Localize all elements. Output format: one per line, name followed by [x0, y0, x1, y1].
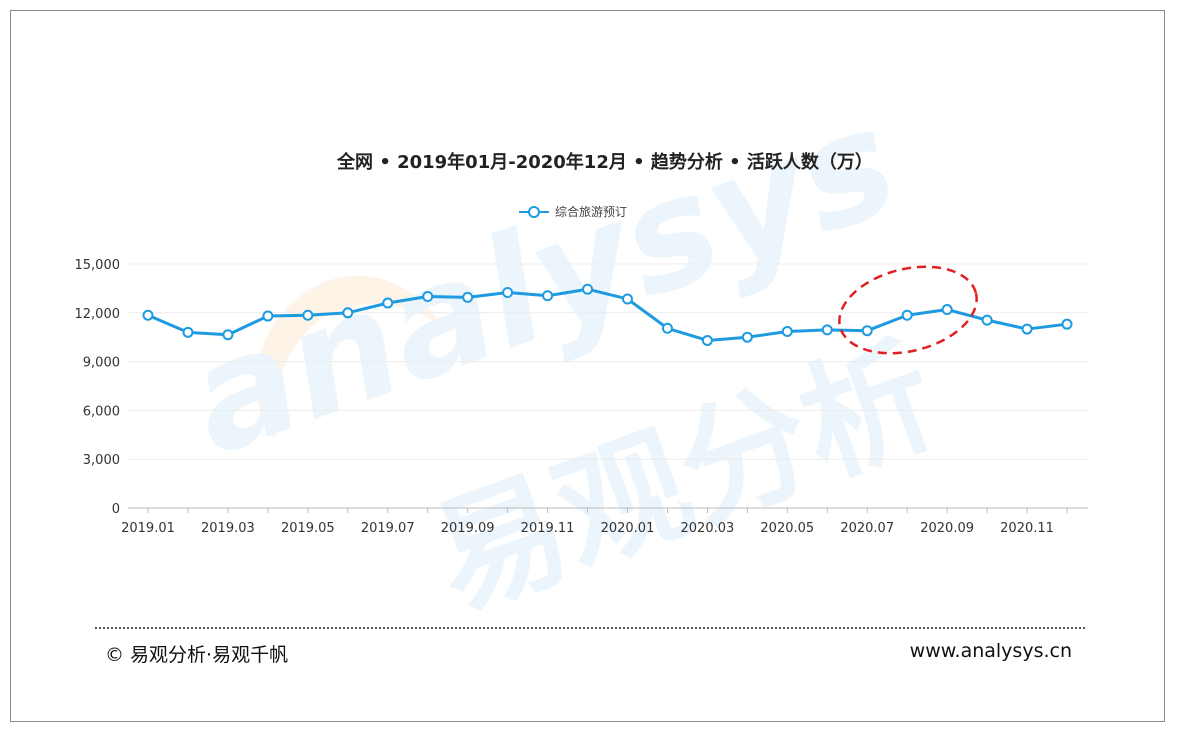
data-point[interactable]: [262, 310, 274, 322]
data-point[interactable]: [941, 304, 953, 316]
data-point[interactable]: [861, 325, 873, 337]
grid: [128, 263, 1088, 460]
data-point[interactable]: [1061, 318, 1073, 330]
chart-frame: [10, 10, 1165, 722]
x-tick-label: 2019.11: [521, 521, 575, 536]
x-tick-label: 2020.11: [1000, 521, 1054, 536]
data-point[interactable]: [981, 314, 993, 326]
y-axis: 0 3,000 6,000 9,000 12,000 15,000: [75, 258, 121, 517]
legend-label: 综合旅游预订: [555, 204, 627, 219]
data-point[interactable]: [222, 329, 234, 341]
x-tick-label: 2020.03: [681, 521, 735, 536]
data-point[interactable]: [302, 309, 314, 321]
data-point[interactable]: [502, 286, 514, 298]
footer-divider: [95, 627, 1085, 629]
data-point[interactable]: [701, 334, 713, 346]
series-line: [147, 287, 1068, 342]
data-point[interactable]: [1021, 323, 1033, 335]
y-tick-label: 3,000: [83, 453, 120, 468]
y-tick-label: 0: [112, 502, 120, 517]
x-tick-label: 2019.07: [361, 521, 415, 536]
series-layer: [142, 283, 1073, 346]
data-point[interactable]: [821, 324, 833, 336]
x-tick-label: 2019.09: [441, 521, 495, 536]
x-tick-label: 2020.05: [760, 521, 814, 536]
data-point[interactable]: [781, 326, 793, 338]
chart-title: 全网 • 2019年01月-2020年12月 • 趋势分析 • 活跃人数（万）: [336, 151, 873, 173]
highlight-ellipse: [838, 265, 978, 355]
data-point[interactable]: [342, 307, 354, 319]
data-point[interactable]: [462, 291, 474, 303]
y-tick-label: 6,000: [83, 404, 120, 419]
x-axis: 2019.01 2019.03 2019.05 2019.07 2019.09 2019.…: [121, 507, 1088, 536]
x-tick-label: 2020.09: [920, 521, 974, 536]
legend-marker: [528, 206, 540, 218]
data-point[interactable]: [661, 322, 673, 334]
data-point[interactable]: [621, 293, 633, 305]
y-tick-label: 9,000: [83, 356, 120, 371]
data-point[interactable]: [901, 309, 913, 321]
footer-copyright: © 易观分析·易观千帆: [105, 644, 289, 666]
data-point[interactable]: [422, 291, 434, 303]
data-point[interactable]: [182, 326, 194, 338]
data-point[interactable]: [741, 331, 753, 343]
data-point[interactable]: [542, 290, 554, 302]
x-tick-label: 2019.01: [121, 521, 175, 536]
data-point[interactable]: [382, 297, 394, 309]
footer-website[interactable]: www.analysys.cn: [909, 640, 1072, 662]
legend[interactable]: 综合旅游预订: [519, 204, 627, 219]
data-point[interactable]: [582, 283, 594, 295]
y-tick-label: 12,000: [75, 307, 121, 322]
data-point[interactable]: [142, 309, 154, 321]
x-tick-label: 2019.05: [281, 521, 335, 536]
x-tick-label: 2020.01: [601, 521, 655, 536]
x-tick-label: 2020.07: [840, 521, 894, 536]
x-tick-label: 2019.03: [201, 521, 255, 536]
y-tick-label: 15,000: [75, 258, 121, 273]
